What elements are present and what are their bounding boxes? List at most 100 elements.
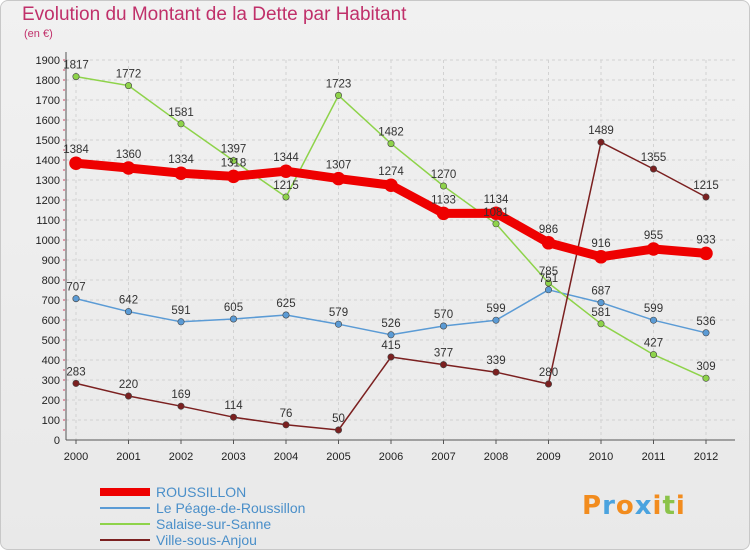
- data-point: [72, 73, 80, 81]
- logo-letter: x: [634, 491, 653, 521]
- chart-title: Evolution du Montant de la Dette par Hab…: [22, 4, 407, 25]
- y-tick-label: 400: [42, 355, 60, 367]
- data-label: 751: [539, 273, 558, 285]
- chart-subtitle: (en €): [24, 28, 53, 40]
- logo-letter: i: [675, 491, 686, 521]
- data-label: 415: [381, 340, 400, 352]
- legend-label: ROUSSILLON: [156, 484, 247, 500]
- data-point: [72, 295, 80, 303]
- data-label: 1772: [116, 69, 142, 81]
- legend-label: Le Péage-de-Roussillon: [156, 500, 306, 516]
- data-label: 1215: [693, 180, 719, 192]
- data-label: 581: [591, 307, 610, 319]
- data-point: [282, 311, 290, 319]
- data-label: 570: [434, 309, 453, 321]
- data-label: 1215: [273, 180, 299, 192]
- data-point: [69, 156, 83, 170]
- data-point: [177, 402, 185, 410]
- axes: [63, 52, 735, 444]
- y-tick-label: 1800: [36, 75, 60, 87]
- data-label: 114: [224, 400, 243, 412]
- data-point: [702, 329, 710, 337]
- data-label: 625: [276, 298, 295, 310]
- data-point: [279, 164, 293, 178]
- legend-swatch: [100, 539, 150, 541]
- data-label: 955: [644, 230, 663, 242]
- y-tick-label: 1500: [36, 135, 60, 147]
- x-tick-label: 2009: [536, 451, 560, 463]
- data-label: 1482: [378, 127, 404, 139]
- x-tick-label: 2011: [642, 451, 666, 463]
- y-tick-label: 500: [42, 335, 60, 347]
- proxiti-logo: Proxiti: [582, 491, 686, 521]
- data-label: 1334: [168, 154, 194, 166]
- data-point: [597, 138, 605, 146]
- data-label: 599: [486, 303, 505, 315]
- data-label: 1134: [484, 194, 509, 206]
- data-point: [384, 178, 398, 192]
- y-tick-label: 100: [42, 415, 60, 427]
- y-tick-label: 600: [42, 315, 60, 327]
- y-tick-label: 1100: [36, 215, 60, 227]
- y-tick-label: 1600: [36, 115, 60, 127]
- y-tick-label: 1000: [36, 235, 60, 247]
- data-label: 599: [644, 303, 663, 315]
- y-tick-label: 300: [42, 375, 60, 387]
- legend-swatch: [100, 507, 150, 509]
- logo-letter: r: [602, 491, 616, 521]
- data-point: [387, 353, 395, 361]
- data-label: 1581: [168, 107, 194, 119]
- x-tick-label: 2004: [274, 451, 298, 463]
- x-tick-label: 2002: [169, 451, 193, 463]
- x-tick-label: 2007: [431, 451, 455, 463]
- data-label: 687: [591, 286, 610, 298]
- data-point: [230, 157, 238, 165]
- data-label: 986: [539, 224, 558, 236]
- data-label: 1817: [63, 60, 89, 72]
- data-point: [282, 421, 290, 429]
- y-tick-label: 1900: [36, 55, 60, 67]
- legend-item: Le Péage-de-Roussillon: [100, 500, 400, 516]
- data-point: [334, 320, 342, 328]
- data-label: 785: [539, 266, 558, 278]
- y-tick-label: 1400: [36, 155, 60, 167]
- data-point: [489, 206, 503, 220]
- data-label: 1723: [326, 78, 352, 90]
- y-tick-label: 200: [42, 395, 60, 407]
- data-label: 1344: [273, 152, 299, 164]
- legend-swatch: [100, 488, 150, 496]
- data-point: [544, 279, 552, 287]
- y-tick-label: 800: [42, 275, 60, 287]
- data-point: [177, 120, 185, 128]
- data-label: 1133: [431, 194, 456, 206]
- y-tick-label: 1200: [36, 195, 60, 207]
- data-label: 50: [332, 413, 345, 425]
- data-point: [387, 331, 395, 339]
- data-label: 933: [696, 234, 715, 246]
- legend-item: Salaise-sur-Sanne: [100, 516, 400, 532]
- data-point: [544, 286, 552, 294]
- data-point: [177, 318, 185, 326]
- data-point: [649, 165, 657, 173]
- x-tick-label: 2006: [379, 451, 403, 463]
- data-point: [544, 380, 552, 388]
- data-point: [541, 236, 556, 250]
- x-tick-label: 2005: [326, 451, 350, 463]
- data-point: [334, 91, 342, 99]
- data-label: 377: [434, 348, 453, 360]
- data-point: [699, 246, 713, 261]
- data-label: 1270: [431, 169, 457, 181]
- data-point: [282, 193, 290, 201]
- data-label: 1397: [221, 144, 247, 156]
- logo-letter: P: [582, 491, 603, 521]
- data-point: [597, 320, 605, 328]
- data-point: [439, 182, 447, 190]
- data-label: 1489: [588, 125, 614, 137]
- data-point: [439, 361, 447, 369]
- data-label: 1360: [116, 149, 142, 161]
- legend-label: Salaise-sur-Sanne: [156, 516, 272, 532]
- y-tick-label: 0: [54, 435, 60, 447]
- data-point: [230, 315, 238, 323]
- data-point: [331, 171, 346, 186]
- data-point: [121, 161, 136, 175]
